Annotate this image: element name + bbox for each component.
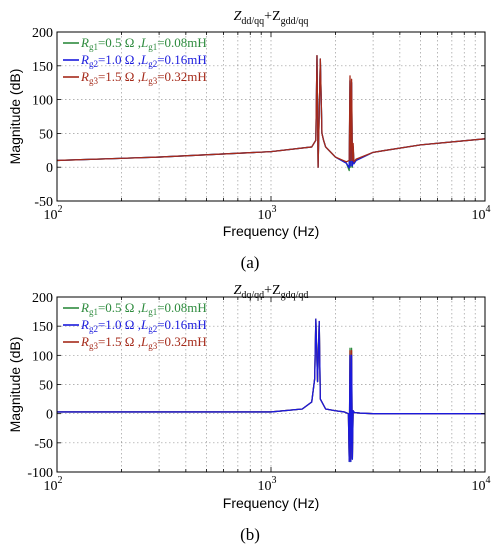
legend-r-value: =0.5 Ω ,: [98, 300, 141, 315]
legend-l-symbol: L: [140, 334, 148, 349]
panel-label: (b): [240, 525, 260, 544]
series-lines: [57, 318, 485, 463]
x-tick-exponent: 2: [58, 204, 63, 215]
legend-l-symbol: L: [140, 300, 148, 315]
x-axis-label: Frequency (Hz): [223, 495, 319, 511]
x-tick-base: 10: [44, 208, 58, 223]
legend-r-value: =1.0 Ω ,: [98, 317, 141, 332]
y-tick-label: 50: [39, 379, 53, 394]
x-tick-label: 102: [44, 475, 63, 494]
x-tick-exponent: 2: [58, 475, 63, 486]
legend-r-subscript: g2: [89, 59, 98, 69]
legend-r-value: =1.0 Ω ,: [98, 52, 141, 67]
title-plus: +Z: [264, 9, 280, 24]
y-tick-label: 150: [32, 320, 53, 335]
y-axis-label: Magnitude (dB): [7, 337, 23, 433]
legend-r-subscript: g3: [89, 341, 99, 351]
legend-r-value: =1.5 Ω ,: [98, 69, 141, 84]
y-tick-label: 100: [32, 94, 53, 109]
legend-l-value: =0.32mH: [157, 334, 207, 349]
y-tick-label: 0: [46, 408, 53, 423]
legend-r-value: =1.5 Ω ,: [98, 334, 141, 349]
y-tick-label: 200: [32, 291, 53, 306]
legend-r-value: =0.5 Ω ,: [98, 35, 141, 50]
chart-title: Zdd/qq+Zgdd/qq: [234, 9, 309, 27]
series-lines: [57, 55, 485, 172]
x-tick-label: 104: [472, 204, 491, 223]
legend-l-symbol: L: [140, 317, 148, 332]
legend-l-subscript: g2: [148, 324, 157, 334]
title-subscript: dq/qd: [241, 290, 264, 301]
legend-r-symbol: R: [80, 52, 89, 67]
legend-l-subscript: g1: [148, 307, 157, 317]
legend-l-symbol: L: [140, 69, 148, 84]
legend-entry: Rg1=0.5 Ω ,Lg1=0.08mH: [80, 35, 207, 52]
y-tick-label: 200: [32, 26, 53, 41]
legend-r-subscript: g3: [89, 76, 99, 86]
legend-l-subscript: g1: [148, 42, 157, 52]
y-tick-label: 50: [39, 127, 53, 142]
legend-r-subscript: g2: [89, 324, 98, 334]
y-tick-label: -50: [34, 195, 53, 210]
y-tick-label: -100: [27, 466, 53, 481]
x-tick-exponent: 3: [272, 475, 277, 486]
title-subscript: gdd/qq: [281, 16, 309, 27]
x-axis-label: Frequency (Hz): [223, 223, 319, 239]
legend-r-subscript: g1: [89, 42, 98, 52]
x-tick-base: 10: [258, 208, 272, 223]
legend-r-symbol: R: [80, 35, 89, 50]
x-tick-base: 10: [472, 479, 486, 494]
legend-l-value: =0.16mH: [157, 52, 207, 67]
x-tick-label: 103: [258, 475, 277, 494]
title-subscript: gdq/qd: [281, 290, 309, 301]
series-line-g3: [57, 55, 485, 168]
legend-r-symbol: R: [80, 69, 89, 84]
legend-entry: Rg2=1.0 Ω ,Lg2=0.16mH: [80, 317, 207, 334]
title-subscript: dd/qq: [241, 16, 264, 27]
x-tick-base: 10: [472, 208, 486, 223]
x-tick-base: 10: [44, 479, 58, 494]
legend-entry: Rg1=0.5 Ω ,Lg1=0.08mH: [80, 300, 207, 317]
legend-l-value: =0.08mH: [157, 300, 207, 315]
chart-title: Zdq/qd+Zgdq/qd: [234, 283, 309, 301]
legend-r-symbol: R: [80, 334, 89, 349]
legend-l-subscript: g3: [148, 76, 158, 86]
legend-r-subscript: g1: [89, 307, 98, 317]
y-tick-label: -50: [34, 437, 53, 452]
x-tick-base: 10: [258, 479, 272, 494]
x-tick-label: 103: [258, 204, 277, 223]
series-line-g2: [57, 318, 485, 463]
grid: [57, 32, 485, 201]
legend-l-symbol: L: [140, 52, 148, 67]
legend-l-value: =0.08mH: [157, 35, 207, 50]
panel-label: (a): [241, 253, 260, 272]
legend-r-symbol: R: [80, 317, 89, 332]
y-tick-label: 100: [32, 349, 53, 364]
legend-l-value: =0.16mH: [157, 317, 207, 332]
x-tick-label: 102: [44, 204, 63, 223]
y-tick-label: 0: [46, 161, 53, 176]
title-symbol: Z: [234, 9, 242, 24]
legend-l-symbol: L: [140, 35, 148, 50]
x-tick-label: 104: [472, 475, 491, 494]
x-tick-exponent: 4: [486, 475, 491, 486]
legend-l-subscript: g3: [148, 341, 158, 351]
legend-l-subscript: g2: [148, 59, 157, 69]
y-axis-label: Magnitude (dB): [7, 69, 23, 165]
title-plus: +Z: [264, 283, 280, 298]
legend-r-symbol: R: [80, 300, 89, 315]
legend-entry: Rg2=1.0 Ω ,Lg2=0.16mH: [80, 52, 207, 69]
x-tick-exponent: 3: [272, 204, 277, 215]
legend-l-value: =0.32mH: [157, 69, 207, 84]
x-tick-exponent: 4: [486, 204, 491, 215]
legend-entry: Rg3=1.5 Ω ,Lg3=0.32mH: [80, 334, 207, 351]
legend-entry: Rg3=1.5 Ω ,Lg3=0.32mH: [80, 69, 207, 86]
y-tick-label: 150: [32, 60, 53, 75]
title-symbol: Z: [234, 283, 242, 298]
